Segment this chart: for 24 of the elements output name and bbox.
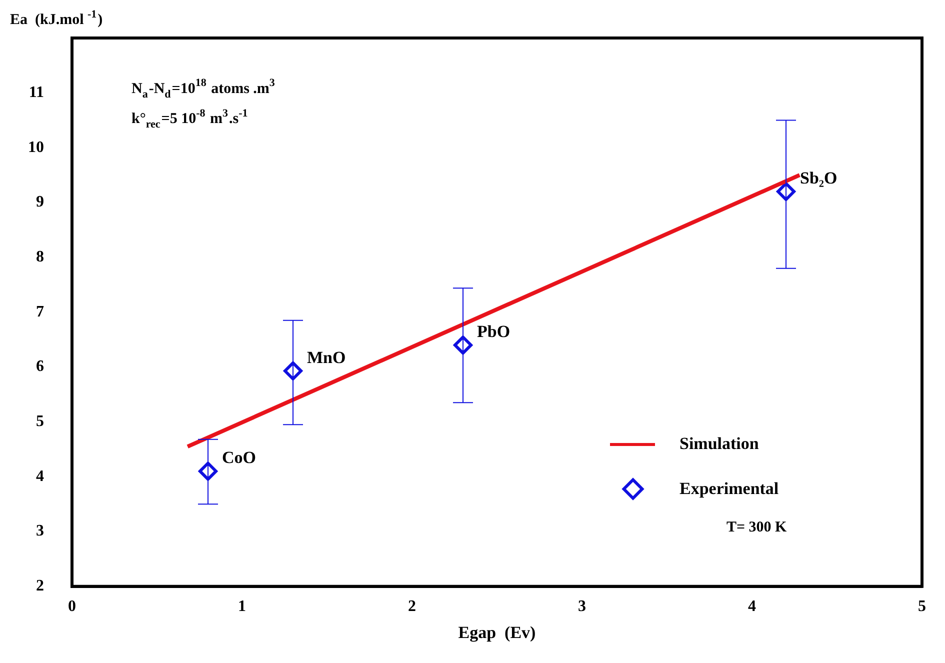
y-tick-label: 7 bbox=[36, 303, 44, 320]
y-tick-label: 2 bbox=[36, 578, 44, 595]
x-tick-label: 2 bbox=[408, 598, 416, 616]
annotation: T= 300 K bbox=[726, 520, 788, 536]
x-axis-title: Egap (Ev) bbox=[458, 623, 536, 642]
y-tick-label: 11 bbox=[28, 84, 44, 101]
annotation: PbO bbox=[477, 322, 510, 342]
annotation: MnO bbox=[307, 348, 346, 367]
y-tick-label: 8 bbox=[36, 248, 44, 266]
x-tick-label: 0 bbox=[68, 598, 76, 616]
annotation: CoO bbox=[222, 448, 256, 468]
y-tick-label: 3 bbox=[36, 522, 44, 540]
x-tick-label: 1 bbox=[238, 598, 246, 616]
y-tick-label: 10 bbox=[28, 138, 44, 156]
x-tick-label: 3 bbox=[578, 598, 586, 616]
y-tick-label: 9 bbox=[36, 194, 44, 211]
legend-label: Experimental bbox=[680, 479, 779, 500]
y-tick-label: 5 bbox=[36, 413, 44, 430]
y-tick-label: 4 bbox=[36, 468, 44, 485]
legend-label: Simulation bbox=[680, 434, 759, 454]
x-tick-label: 4 bbox=[748, 598, 756, 616]
x-tick-label: 5 bbox=[918, 598, 926, 616]
y-tick-label: 6 bbox=[36, 358, 44, 376]
annotation: Sb₂O bbox=[800, 168, 838, 188]
